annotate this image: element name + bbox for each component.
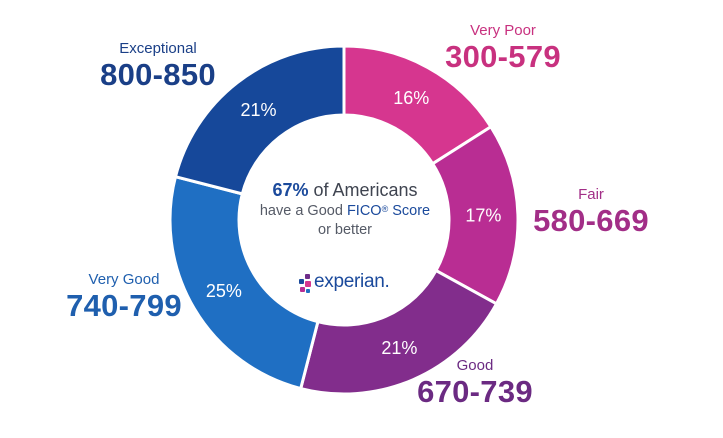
donut-slice-exceptional: [173, 44, 346, 196]
category-name: Good: [456, 357, 494, 374]
center-headline: 67% of Americans: [225, 178, 465, 202]
category-range: 300-579: [445, 39, 561, 74]
center-subline: have a Good FICO® Score: [225, 202, 465, 221]
experian-logo-icon: [299, 274, 311, 293]
category-name: Fair: [578, 186, 604, 203]
category-name: Very Good: [88, 271, 160, 288]
center-line2-prefix: have a Good: [259, 203, 347, 219]
category-name: Exceptional: [119, 40, 197, 57]
slice-percent-label-good: 21%: [381, 338, 417, 358]
category-label-very-good: Very Good 740-799: [54, 271, 194, 323]
donut-slice-very-good: [168, 174, 320, 391]
category-label-good: Good 670-739: [405, 357, 545, 409]
experian-logo: experian.: [296, 271, 416, 299]
slice-percent-label-exceptional: 21%: [240, 100, 276, 120]
category-name: Very Poor: [470, 22, 536, 39]
slice-percent-label-fair: 17%: [465, 206, 501, 226]
experian-logo-word: experian.: [314, 271, 390, 292]
center-caption: 67% of Americans have a Good FICO® Score…: [225, 178, 465, 240]
center-line3: or better: [318, 222, 372, 238]
category-label-very-poor: Very Poor 300-579: [438, 22, 568, 74]
category-range: 800-850: [100, 57, 216, 92]
category-label-fair: Fair 580-669: [521, 186, 661, 238]
category-range: 580-669: [533, 203, 649, 238]
center-registered-mark: ®: [381, 204, 389, 214]
category-range: 670-739: [417, 374, 533, 409]
center-line1-rest: of Americans: [308, 180, 418, 200]
center-score-word: Score: [388, 203, 431, 219]
slice-percent-label-very-good: 25%: [206, 281, 242, 301]
center-fico: FICO: [346, 203, 382, 219]
center-highlight: 67%: [272, 180, 309, 200]
category-label-exceptional: Exceptional 800-850: [88, 40, 228, 92]
category-range: 740-799: [66, 288, 182, 323]
slice-percent-label-very-poor: 16%: [393, 88, 429, 108]
